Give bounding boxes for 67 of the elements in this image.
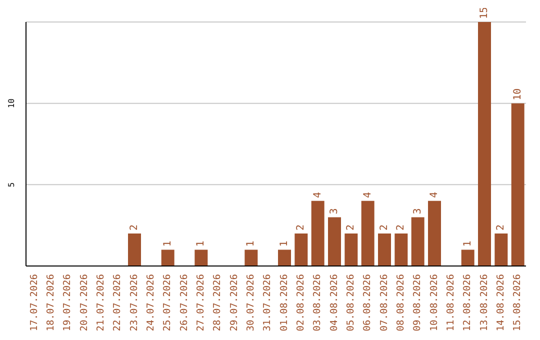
data-label: 4 bbox=[362, 192, 374, 198]
x-tick-label: 20.07.2026 bbox=[78, 274, 90, 332]
x-tick-label: 13.08.2026 bbox=[478, 274, 490, 332]
y-tick-label: 5 bbox=[7, 182, 16, 188]
data-label: 2 bbox=[396, 224, 407, 230]
x-tick-label: 11.08.2026 bbox=[446, 274, 456, 332]
data-label: 1 bbox=[196, 240, 207, 247]
data-label: 4 bbox=[312, 192, 324, 198]
bar bbox=[194, 250, 208, 266]
x-tick-label: 03.08.2026 bbox=[312, 274, 324, 332]
data-label: 2 bbox=[346, 224, 357, 230]
x-tick-label: 14.08.2026 bbox=[496, 274, 506, 332]
bar bbox=[494, 233, 508, 266]
data-label: 2 bbox=[496, 224, 507, 230]
bar bbox=[294, 233, 308, 266]
bar bbox=[511, 103, 524, 266]
bar bbox=[244, 250, 258, 266]
x-tick-label: 25.07.2026 bbox=[162, 274, 174, 332]
x-tick-label: 08.08.2026 bbox=[396, 274, 406, 332]
bar bbox=[311, 200, 324, 266]
x-tick-label: 19.07.2026 bbox=[62, 274, 74, 332]
data-label: 1 bbox=[279, 240, 290, 247]
bar bbox=[161, 250, 174, 266]
data-label: 15 bbox=[479, 6, 490, 19]
x-tick-label: 18.07.2026 bbox=[46, 274, 56, 332]
data-label: 4 bbox=[429, 192, 440, 198]
data-label: 2 bbox=[129, 224, 140, 230]
x-tick-label: 27.07.2026 bbox=[196, 274, 206, 332]
x-tick-label: 31.07.2026 bbox=[262, 274, 274, 332]
data-label: 2 bbox=[379, 224, 390, 230]
data-label: 1 bbox=[246, 240, 257, 247]
data-label: 3 bbox=[329, 208, 340, 214]
data-label: 10 bbox=[512, 88, 524, 100]
x-tick-label: 28.07.2026 bbox=[212, 274, 224, 332]
x-tick-label: 26.07.2026 bbox=[178, 274, 190, 332]
data-label: 1 bbox=[162, 240, 174, 247]
x-tick-label: 01.08.2026 bbox=[278, 274, 290, 332]
x-tick-label: 04.08.2026 bbox=[328, 274, 340, 332]
x-tick-label: 30.07.2026 bbox=[246, 274, 256, 332]
bar bbox=[278, 250, 291, 266]
bar bbox=[378, 233, 391, 266]
x-tick-label: 29.07.2026 bbox=[228, 274, 240, 332]
x-tick-label: 05.08.2026 bbox=[346, 274, 356, 332]
data-label: 3 bbox=[412, 208, 424, 214]
x-tick-label: 10.08.2026 bbox=[428, 274, 440, 332]
bar bbox=[411, 217, 424, 266]
bar bbox=[428, 200, 441, 266]
x-tick-label: 24.07.2026 bbox=[146, 274, 156, 332]
x-tick-label: 09.08.2026 bbox=[412, 274, 424, 332]
x-tick-label: 23.07.2026 bbox=[128, 274, 140, 332]
bar bbox=[478, 22, 491, 266]
x-tick-label: 07.08.2026 bbox=[378, 274, 390, 332]
x-tick-label: 17.07.2026 bbox=[28, 274, 40, 332]
bar bbox=[394, 233, 408, 266]
bar bbox=[461, 250, 474, 266]
data-label: 2 bbox=[296, 224, 307, 230]
x-tick-label: 02.08.2026 bbox=[296, 274, 306, 332]
x-tick-label: 15.08.2026 bbox=[512, 274, 524, 332]
data-label: 1 bbox=[462, 240, 474, 247]
x-tick-label: 22.07.2026 bbox=[112, 274, 124, 332]
x-tick-label: 06.08.2026 bbox=[362, 274, 374, 332]
x-tick-label: 12.08.2026 bbox=[462, 274, 474, 332]
bar bbox=[328, 217, 341, 266]
bar bbox=[128, 233, 141, 266]
bar bbox=[361, 200, 374, 266]
bar bbox=[344, 233, 358, 266]
x-tick-label: 21.07.2026 bbox=[96, 274, 106, 332]
